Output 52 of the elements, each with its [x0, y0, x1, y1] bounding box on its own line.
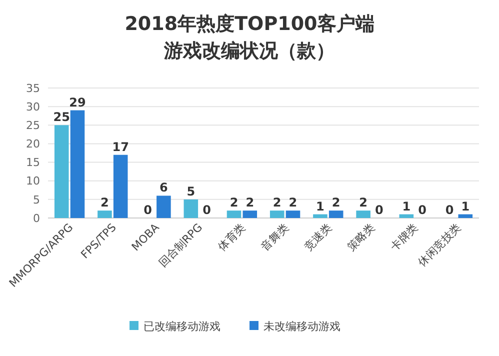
data-label: 5 [186, 184, 196, 198]
data-label: 29 [69, 95, 86, 110]
x-tick-label: 体育类 [216, 220, 248, 254]
data-label: 0 [418, 203, 426, 217]
data-label: 0 [375, 203, 384, 217]
bar [313, 214, 328, 218]
bar [242, 210, 258, 218]
data-label: 0 [445, 203, 454, 217]
y-tick-label: 5 [33, 193, 40, 206]
bar [156, 196, 171, 218]
bar [270, 210, 284, 218]
bar [286, 210, 300, 218]
data-label: 2 [230, 196, 238, 210]
y-tick-label: 25 [26, 118, 40, 132]
bar [54, 125, 69, 218]
data-label: 25 [53, 110, 70, 124]
bar [328, 210, 344, 218]
data-label: 2 [272, 196, 282, 210]
data-label: 0 [202, 203, 211, 217]
y-tick-label: 15 [26, 156, 40, 170]
data-label: 17 [112, 140, 129, 154]
y-tick-label: 30 [26, 100, 40, 114]
data-label: 2 [246, 196, 254, 210]
chart-subtitle: 游戏改编状况（款） [163, 40, 335, 62]
bar [226, 210, 242, 218]
bar [98, 210, 112, 218]
legend-label: 已改编移动游戏 [144, 320, 220, 333]
data-label: 2 [100, 196, 109, 210]
data-label: 0 [144, 203, 152, 217]
bar [113, 154, 128, 218]
chart-title: 2018年热度TOP100客户端 [124, 13, 374, 35]
bar [399, 214, 414, 218]
bar [70, 110, 85, 218]
y-tick-label: 0 [33, 212, 40, 225]
y-tick-label: 10 [26, 174, 40, 188]
x-tick-label: 卡牌类 [388, 220, 420, 254]
data-label: 2 [332, 196, 340, 210]
x-tick-label: 策略类 [344, 220, 378, 254]
data-label: 2 [359, 196, 368, 210]
bar [356, 210, 370, 218]
data-label: 6 [160, 180, 168, 195]
x-tick-label: 音舞类 [258, 220, 292, 254]
data-label: 1 [316, 199, 324, 214]
bar [458, 214, 473, 218]
bar [184, 199, 198, 218]
x-tick-label: 竞速类 [302, 220, 334, 254]
data-label: 1 [402, 199, 411, 214]
y-tick-label: 35 [26, 82, 40, 95]
y-tick-label: 20 [26, 138, 40, 151]
data-label: 2 [288, 196, 298, 210]
data-label: 1 [461, 199, 470, 214]
legend-label: 未改编移动游戏 [264, 320, 340, 333]
